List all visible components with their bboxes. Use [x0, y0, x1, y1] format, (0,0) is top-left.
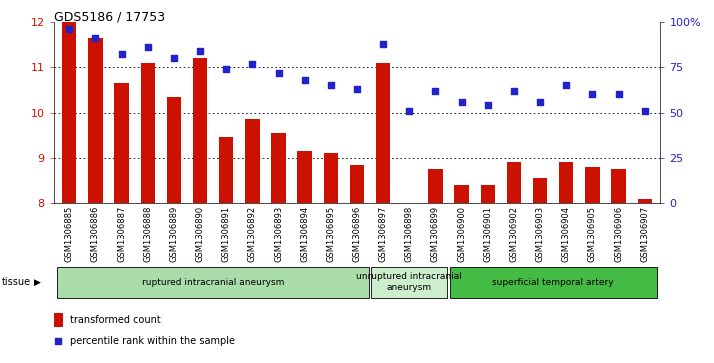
Bar — [428, 169, 443, 203]
Bar — [533, 178, 548, 203]
Bar — [585, 167, 600, 203]
Text: unruptured intracranial
aneurysm: unruptured intracranial aneurysm — [356, 272, 462, 292]
Point — [116, 52, 127, 57]
Point — [613, 91, 624, 97]
Text: ruptured intracranial aneurysm: ruptured intracranial aneurysm — [142, 278, 284, 287]
Point — [508, 88, 520, 94]
Point — [351, 86, 363, 92]
Bar — [376, 63, 391, 203]
Bar — [323, 154, 338, 203]
Text: percentile rank within the sample: percentile rank within the sample — [70, 336, 235, 346]
Text: GDS5186 / 17753: GDS5186 / 17753 — [54, 11, 165, 24]
Point — [52, 338, 64, 344]
Point — [325, 82, 336, 88]
Bar — [450, 267, 657, 298]
Point — [64, 26, 75, 32]
Bar — [219, 138, 233, 203]
Point — [560, 82, 572, 88]
Bar — [507, 163, 521, 203]
Point — [299, 77, 311, 83]
Point — [246, 61, 258, 66]
Bar — [371, 267, 447, 298]
Point — [587, 91, 598, 97]
Point — [194, 48, 206, 54]
Point — [169, 55, 180, 61]
Text: transformed count: transformed count — [70, 315, 161, 325]
Text: tissue: tissue — [2, 277, 31, 287]
Bar — [271, 133, 286, 203]
Bar — [454, 185, 469, 203]
Text: ▶: ▶ — [34, 278, 41, 287]
Point — [482, 102, 493, 108]
Point — [273, 70, 284, 76]
Point — [221, 66, 232, 72]
Point — [378, 41, 389, 46]
Point — [90, 35, 101, 41]
Bar — [166, 97, 181, 203]
Point — [403, 108, 415, 114]
Bar — [89, 38, 103, 203]
Bar — [62, 22, 76, 203]
Bar — [350, 165, 364, 203]
Bar — [559, 163, 573, 203]
Text: superficial temporal artery: superficial temporal artery — [493, 278, 614, 287]
Bar — [481, 185, 495, 203]
Bar — [611, 169, 625, 203]
Bar — [193, 58, 207, 203]
Point — [639, 108, 650, 114]
Bar — [114, 83, 129, 203]
Bar — [57, 267, 368, 298]
Point — [534, 99, 545, 105]
Bar — [141, 63, 155, 203]
Bar — [245, 119, 260, 203]
Bar — [298, 151, 312, 203]
Point — [430, 88, 441, 94]
Bar — [54, 313, 63, 327]
Bar — [638, 199, 652, 203]
Point — [456, 99, 468, 105]
Point — [142, 44, 154, 50]
